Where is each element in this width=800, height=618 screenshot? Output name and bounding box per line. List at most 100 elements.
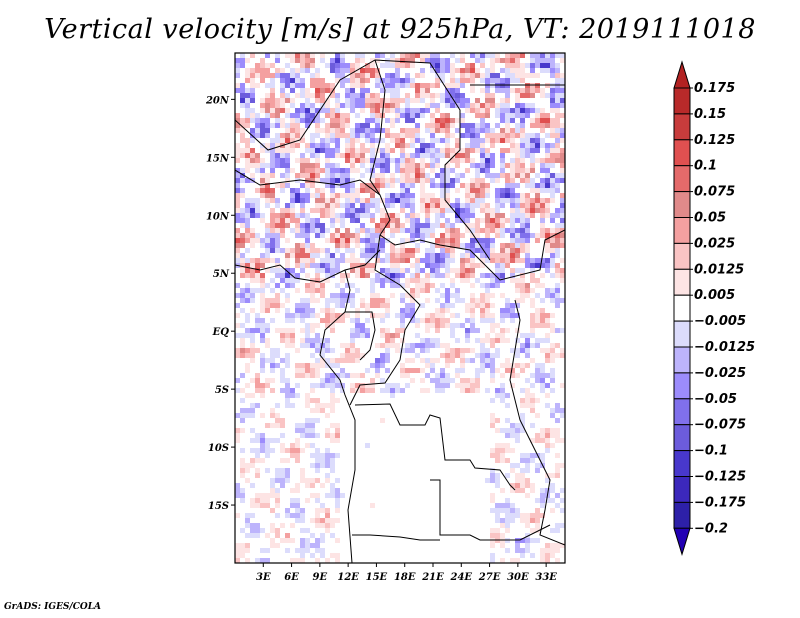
field-cell [235,153,240,158]
field-cell [305,288,310,293]
field-cell [310,133,315,138]
field-cell [470,188,475,193]
field-cell [315,188,320,193]
field-cell [410,298,415,303]
field-cell [530,458,535,463]
field-cell [310,173,315,178]
x-tick-label: 9E [313,572,328,583]
field-cell [555,408,560,413]
field-cell [310,138,315,143]
field-cell [250,393,255,398]
field-cell [370,108,375,113]
field-cell [340,373,345,378]
field-cell [380,243,385,248]
field-cell [335,108,340,113]
field-cell [265,178,270,183]
field-cell [445,378,450,383]
field-cell [420,338,425,343]
field-cell [325,323,330,328]
colorbar-box [673,372,691,400]
field-cell [350,388,355,393]
field-cell [355,158,360,163]
field-cell [515,143,520,148]
field-cell [510,253,515,258]
field-cell [415,323,420,328]
field-cell [525,543,530,548]
field-cell [525,453,530,458]
field-cell [340,178,345,183]
field-cell [360,238,365,243]
field-cell [470,258,475,263]
field-cell [385,383,390,388]
field-cell [370,173,375,178]
field-cell [450,238,455,243]
field-cell [255,233,260,238]
field-cell [335,58,340,63]
field-cell [240,288,245,293]
field-cell [455,373,460,378]
field-cell [460,208,465,213]
chart-title: Vertical velocity [m/s] at 925hPa, VT: 2… [44,14,756,45]
field-cell [515,298,520,303]
field-cell [480,178,485,183]
field-cell [240,543,245,548]
field-cell [275,478,280,483]
field-cell [430,318,435,323]
field-cell [275,198,280,203]
field-cell [300,108,305,113]
x-tick-label: 21E [421,572,444,583]
field-cell [305,93,310,98]
field-cell [340,493,345,498]
field-cell [500,223,505,228]
field-cell [510,168,515,173]
field-cell [285,108,290,113]
field-cell [320,198,325,203]
field-cell [405,218,410,223]
field-cell [335,63,340,68]
field-cell [545,188,550,193]
field-cell [265,223,270,228]
field-cell [330,263,335,268]
field-cell [425,233,430,238]
field-cell [465,218,470,223]
field-cell [495,123,500,128]
field-cell [535,208,540,213]
field-cell [440,113,445,118]
field-cell [555,298,560,303]
field-cell [260,258,265,263]
field-cell [465,383,470,388]
field-cell [340,118,345,123]
field-cell [285,388,290,393]
field-cell [400,323,405,328]
field-cell [325,303,330,308]
field-cell [350,158,355,163]
field-cell [320,553,325,558]
field-cell [470,253,475,258]
field-cell [285,168,290,173]
field-cell [320,268,325,273]
field-cell [525,253,530,258]
field-cell [410,378,415,383]
field-cell [285,533,290,538]
field-cell [295,458,300,463]
field-cell [510,513,515,518]
field-cell [320,143,325,148]
field-cell [540,273,545,278]
field-cell [340,113,345,118]
field-cell [450,73,455,78]
field-cell [430,338,435,343]
field-cell [280,483,285,488]
field-cell [455,98,460,103]
field-cell [490,53,495,58]
field-cell [500,133,505,138]
field-cell [445,318,450,323]
field-cell [335,358,340,363]
field-cell [515,428,520,433]
field-cell [385,73,390,78]
field-cell [450,78,455,83]
field-cell [280,88,285,93]
field-cell [435,298,440,303]
field-cell [340,243,345,248]
field-cell [450,103,455,108]
field-cell [400,58,405,63]
